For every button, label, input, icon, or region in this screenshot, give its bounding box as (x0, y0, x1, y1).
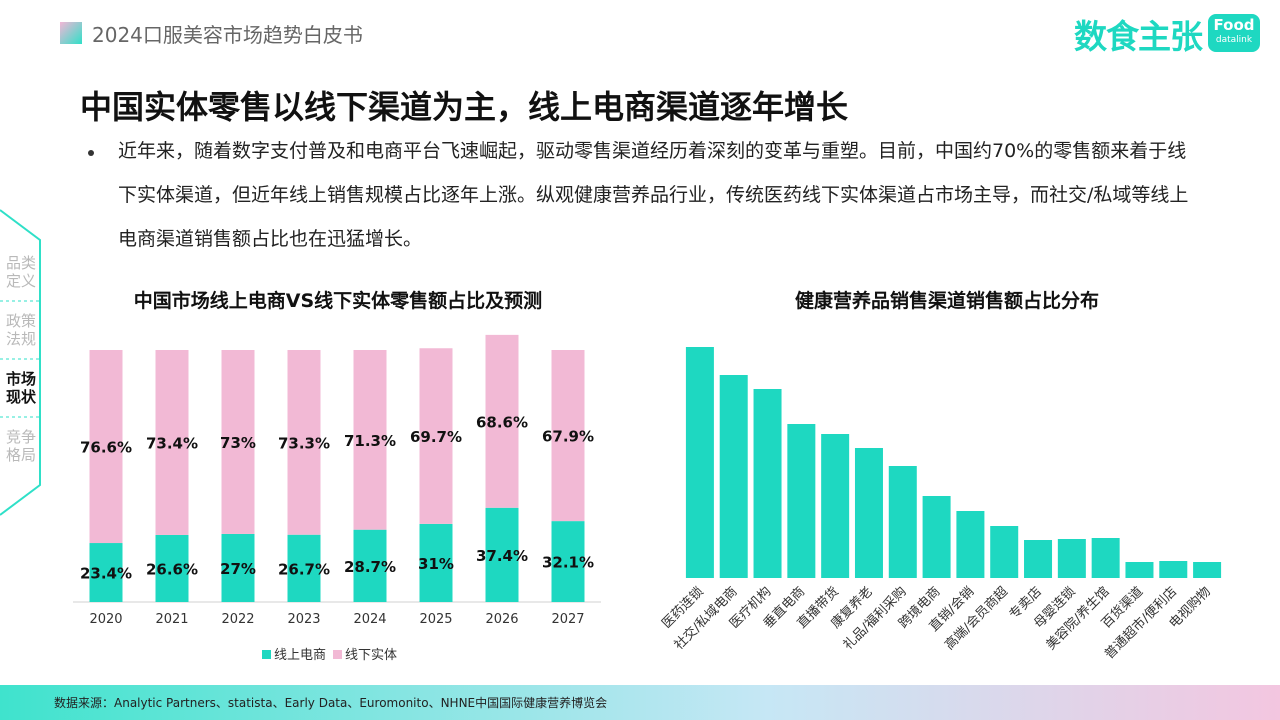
chart-title: 中国市场线上电商VS线下实体零售额占比及预测 (134, 289, 542, 312)
logo-badge-text: Food (1213, 16, 1255, 34)
bar-segment (155, 350, 189, 535)
nav-frame (0, 209, 41, 516)
bar (685, 347, 714, 578)
data-label: 26.7% (278, 560, 330, 578)
bar-segment (221, 533, 255, 602)
legend-label: 线下实体 (345, 648, 397, 663)
logo-badge-sub: datalink (1215, 35, 1253, 45)
bar (821, 434, 850, 578)
bar-segment (551, 350, 585, 522)
source: 数据来源：Analytic Partners、statista、Early Da… (54, 696, 608, 710)
slide-title: 中国实体零售以线下渠道为主，线上电商渠道逐年增长 (80, 88, 849, 126)
bullet-dot (88, 150, 94, 156)
bar-segment (485, 507, 519, 602)
chart-title: 健康营养品销售渠道销售额占比分布 (795, 289, 1099, 312)
data-label: 27% (220, 560, 256, 578)
data-label: 67.9% (542, 428, 594, 446)
data-label: 28.7% (344, 558, 396, 576)
x-tick-label: 2020 (89, 612, 122, 627)
logo-badge: Food datalink (1208, 14, 1260, 52)
data-label: 31% (418, 555, 454, 573)
x-tick-label: 2021 (155, 612, 188, 627)
data-label: 73% (220, 434, 256, 452)
legend-swatch (333, 650, 342, 659)
bar-segment (353, 350, 387, 530)
data-label: 73.3% (278, 434, 330, 452)
bar (1057, 539, 1086, 578)
legend-label: 线上电商 (274, 648, 326, 663)
bar-segment (551, 521, 585, 602)
data-label: 26.6% (146, 560, 198, 578)
nav-item[interactable]: 竞争格局 (5, 428, 36, 464)
data-label: 76.6% (80, 439, 132, 457)
bar (854, 448, 883, 578)
data-label: 32.1% (542, 554, 594, 572)
data-label: 73.4% (146, 434, 198, 452)
bar (787, 424, 816, 578)
bar (753, 389, 782, 578)
bar-segment (287, 534, 321, 602)
legend-swatch (262, 650, 271, 659)
bar-segment (419, 348, 453, 524)
bar-segment (485, 334, 519, 508)
bar (1193, 562, 1222, 578)
nav-item[interactable]: 品类定义 (5, 254, 36, 290)
x-tick-label: 2027 (551, 612, 584, 627)
x-tick-label: 2022 (221, 612, 254, 627)
nav-item[interactable]: 市场现状 (5, 370, 36, 406)
footer-band (0, 685, 1280, 720)
data-label: 71.3% (344, 432, 396, 450)
bar (990, 526, 1019, 578)
nav-item[interactable]: 政策法规 (5, 312, 36, 348)
data-label: 69.7% (410, 428, 462, 446)
report-title: 2024口服美容市场趋势白皮书 (92, 23, 363, 47)
bar-segment (155, 534, 189, 602)
bar-segment (287, 350, 321, 535)
bar-segment (89, 543, 123, 602)
bar (922, 496, 951, 578)
logo: 数食主张 (1074, 17, 1203, 56)
bar (719, 375, 748, 578)
x-tick-label: 2025 (419, 612, 452, 627)
bar-segment (221, 350, 255, 534)
x-tick-label: 2026 (485, 612, 518, 627)
bullet-text: 近年来，随着数字支付普及和电商平台飞速崛起，驱动零售渠道经历着深刻的变革与重塑。… (118, 140, 1189, 250)
bar-segment (89, 350, 123, 544)
bar (956, 511, 985, 578)
bar (1159, 561, 1188, 578)
bar (1024, 540, 1053, 578)
bar (1091, 538, 1120, 578)
data-label: 37.4% (476, 547, 528, 565)
data-label: 23.4% (80, 565, 132, 583)
x-tick-label: 2024 (353, 612, 386, 627)
header-icon (60, 22, 82, 44)
bar-segment (353, 529, 387, 602)
data-label: 68.6% (476, 413, 528, 431)
bar (1125, 562, 1154, 578)
bar-segment (419, 523, 453, 602)
bar (888, 466, 917, 578)
x-tick-label: 2023 (287, 612, 320, 627)
